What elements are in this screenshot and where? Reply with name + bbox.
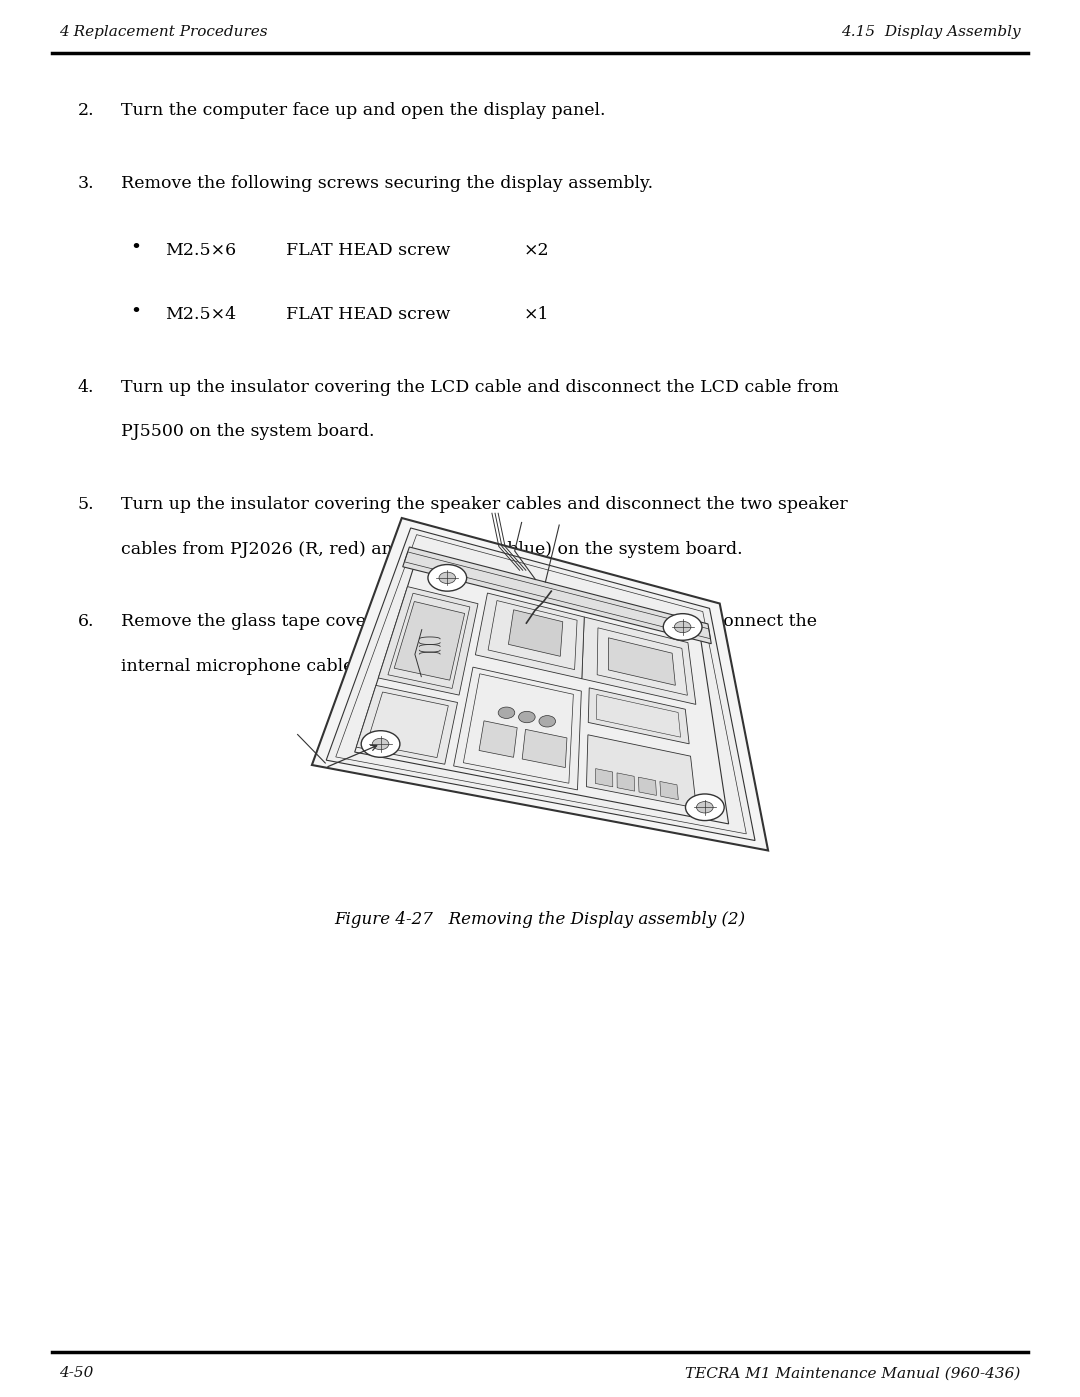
Text: Remove the glass tape covering the internal microphone cable. Disconnect the: Remove the glass tape covering the inter… (121, 613, 816, 630)
Circle shape (539, 715, 555, 726)
Text: 4-50: 4-50 (59, 1366, 94, 1380)
Polygon shape (403, 548, 712, 644)
Circle shape (674, 622, 691, 633)
Text: 5.: 5. (78, 496, 94, 513)
Polygon shape (312, 518, 768, 851)
Polygon shape (617, 773, 635, 791)
Text: Turn the computer face up and open the display panel.: Turn the computer face up and open the d… (121, 102, 606, 119)
Circle shape (428, 564, 467, 591)
Text: TECRA M1 Maintenance Manual (960-436): TECRA M1 Maintenance Manual (960-436) (685, 1366, 1021, 1380)
Circle shape (686, 793, 725, 820)
Polygon shape (454, 668, 581, 789)
Polygon shape (589, 687, 689, 743)
Polygon shape (522, 729, 567, 767)
Polygon shape (660, 781, 678, 799)
Text: FLAT HEAD screw: FLAT HEAD screw (286, 306, 450, 323)
Polygon shape (354, 555, 729, 824)
Circle shape (498, 707, 515, 718)
Text: Turn up the insulator covering the speaker cables and disconnect the two speaker: Turn up the insulator covering the speak… (121, 496, 848, 513)
Text: FLAT HEAD screw: FLAT HEAD screw (286, 242, 450, 258)
Text: •: • (131, 303, 141, 321)
Polygon shape (595, 768, 612, 787)
Polygon shape (326, 528, 755, 841)
Circle shape (361, 731, 400, 757)
Text: Figure 4-27   Removing the Display assembly (2): Figure 4-27 Removing the Display assembl… (335, 911, 745, 928)
Text: 4.: 4. (78, 379, 94, 395)
Text: ×1: ×1 (524, 306, 550, 323)
Text: ×2: ×2 (524, 242, 550, 258)
Polygon shape (378, 587, 478, 696)
Polygon shape (509, 609, 563, 657)
Polygon shape (582, 617, 696, 704)
Text: cables from PJ2026 (R, red) and PJ2027 (L, blue) on the system board.: cables from PJ2026 (R, red) and PJ2027 (… (121, 541, 743, 557)
Text: internal microphone cable from PJ3001 on the sound board.: internal microphone cable from PJ3001 on… (121, 658, 651, 675)
Circle shape (697, 802, 713, 813)
Text: Turn up the insulator covering the LCD cable and disconnect the LCD cable from: Turn up the insulator covering the LCD c… (121, 379, 839, 395)
Text: M2.5×4: M2.5×4 (165, 306, 237, 323)
Circle shape (663, 613, 702, 640)
Polygon shape (356, 686, 458, 764)
Polygon shape (394, 602, 464, 680)
Polygon shape (586, 735, 697, 807)
Circle shape (438, 573, 456, 584)
Circle shape (373, 738, 389, 750)
Polygon shape (608, 638, 675, 686)
Circle shape (518, 711, 536, 722)
Text: 4.15  Display Assembly: 4.15 Display Assembly (841, 25, 1021, 39)
Text: •: • (131, 239, 141, 257)
Text: PJ5500 on the system board.: PJ5500 on the system board. (121, 423, 375, 440)
Text: 4 Replacement Procedures: 4 Replacement Procedures (59, 25, 268, 39)
Text: 6.: 6. (78, 613, 94, 630)
Text: M2.5×6: M2.5×6 (165, 242, 237, 258)
Polygon shape (480, 721, 517, 757)
Text: 3.: 3. (78, 175, 94, 191)
Polygon shape (475, 594, 584, 679)
Polygon shape (638, 777, 657, 795)
Text: 2.: 2. (78, 102, 94, 119)
Text: Remove the following screws securing the display assembly.: Remove the following screws securing the… (121, 175, 653, 191)
